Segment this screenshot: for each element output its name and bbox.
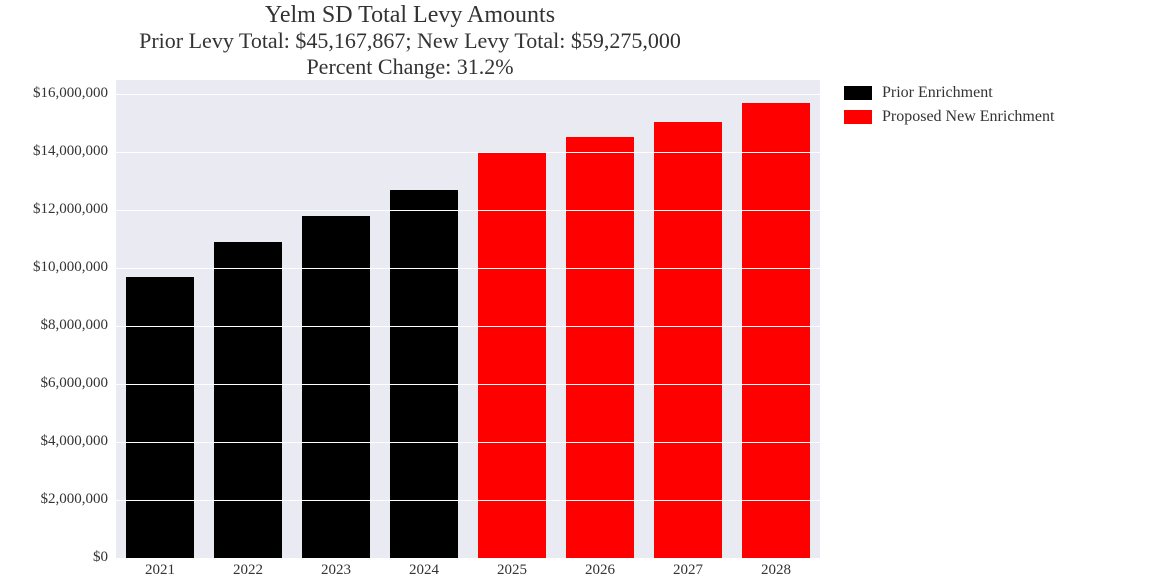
bar: [478, 152, 547, 558]
y-tick-label: $12,000,000: [0, 201, 108, 218]
y-tick-label: $0: [0, 549, 108, 566]
y-tick-label: $16,000,000: [0, 85, 108, 102]
y-tick-label: $4,000,000: [0, 433, 108, 450]
gridline: [116, 500, 820, 501]
x-tick-label: 2025: [468, 562, 556, 579]
gridline: [116, 558, 820, 559]
x-tick-label: 2026: [556, 562, 644, 579]
x-tick-label: 2021: [116, 562, 204, 579]
x-tick-label: 2024: [380, 562, 468, 579]
legend-item: Proposed New Enrichment: [844, 108, 1054, 126]
chart-title-line1: Yelm SD Total Levy Amounts: [0, 2, 820, 29]
y-tick-label: $6,000,000: [0, 375, 108, 392]
x-tick-label: 2023: [292, 562, 380, 579]
plot-area: $0$2,000,000$4,000,000$6,000,000$8,000,0…: [116, 80, 820, 558]
legend-label: Prior Enrichment: [882, 84, 993, 102]
legend-item: Prior Enrichment: [844, 84, 1054, 102]
gridline: [116, 94, 820, 95]
bar: [742, 103, 811, 558]
gridline: [116, 210, 820, 211]
legend-swatch: [844, 110, 872, 124]
chart-title-line2: Prior Levy Total: $45,167,867; New Levy …: [0, 28, 820, 54]
y-tick-label: $8,000,000: [0, 317, 108, 334]
legend: Prior Enrichment Proposed New Enrichment: [844, 84, 1054, 132]
y-tick-label: $14,000,000: [0, 143, 108, 160]
bar: [566, 137, 635, 559]
y-tick-label: $2,000,000: [0, 491, 108, 508]
gridline: [116, 442, 820, 443]
gridline: [116, 384, 820, 385]
y-tick-label: $10,000,000: [0, 259, 108, 276]
chart-title-line3: Percent Change: 31.2%: [0, 54, 820, 80]
bar: [214, 242, 283, 558]
legend-label: Proposed New Enrichment: [882, 108, 1054, 126]
bar: [126, 277, 195, 558]
x-tick-label: 2022: [204, 562, 292, 579]
bar: [390, 190, 459, 558]
gridline: [116, 268, 820, 269]
gridline: [116, 326, 820, 327]
bar: [654, 122, 723, 558]
x-tick-label: 2027: [644, 562, 732, 579]
x-tick-label: 2028: [732, 562, 820, 579]
gridline: [116, 152, 820, 153]
chart-container: Yelm SD Total Levy Amounts Prior Levy To…: [0, 0, 1152, 576]
legend-swatch: [844, 86, 872, 100]
